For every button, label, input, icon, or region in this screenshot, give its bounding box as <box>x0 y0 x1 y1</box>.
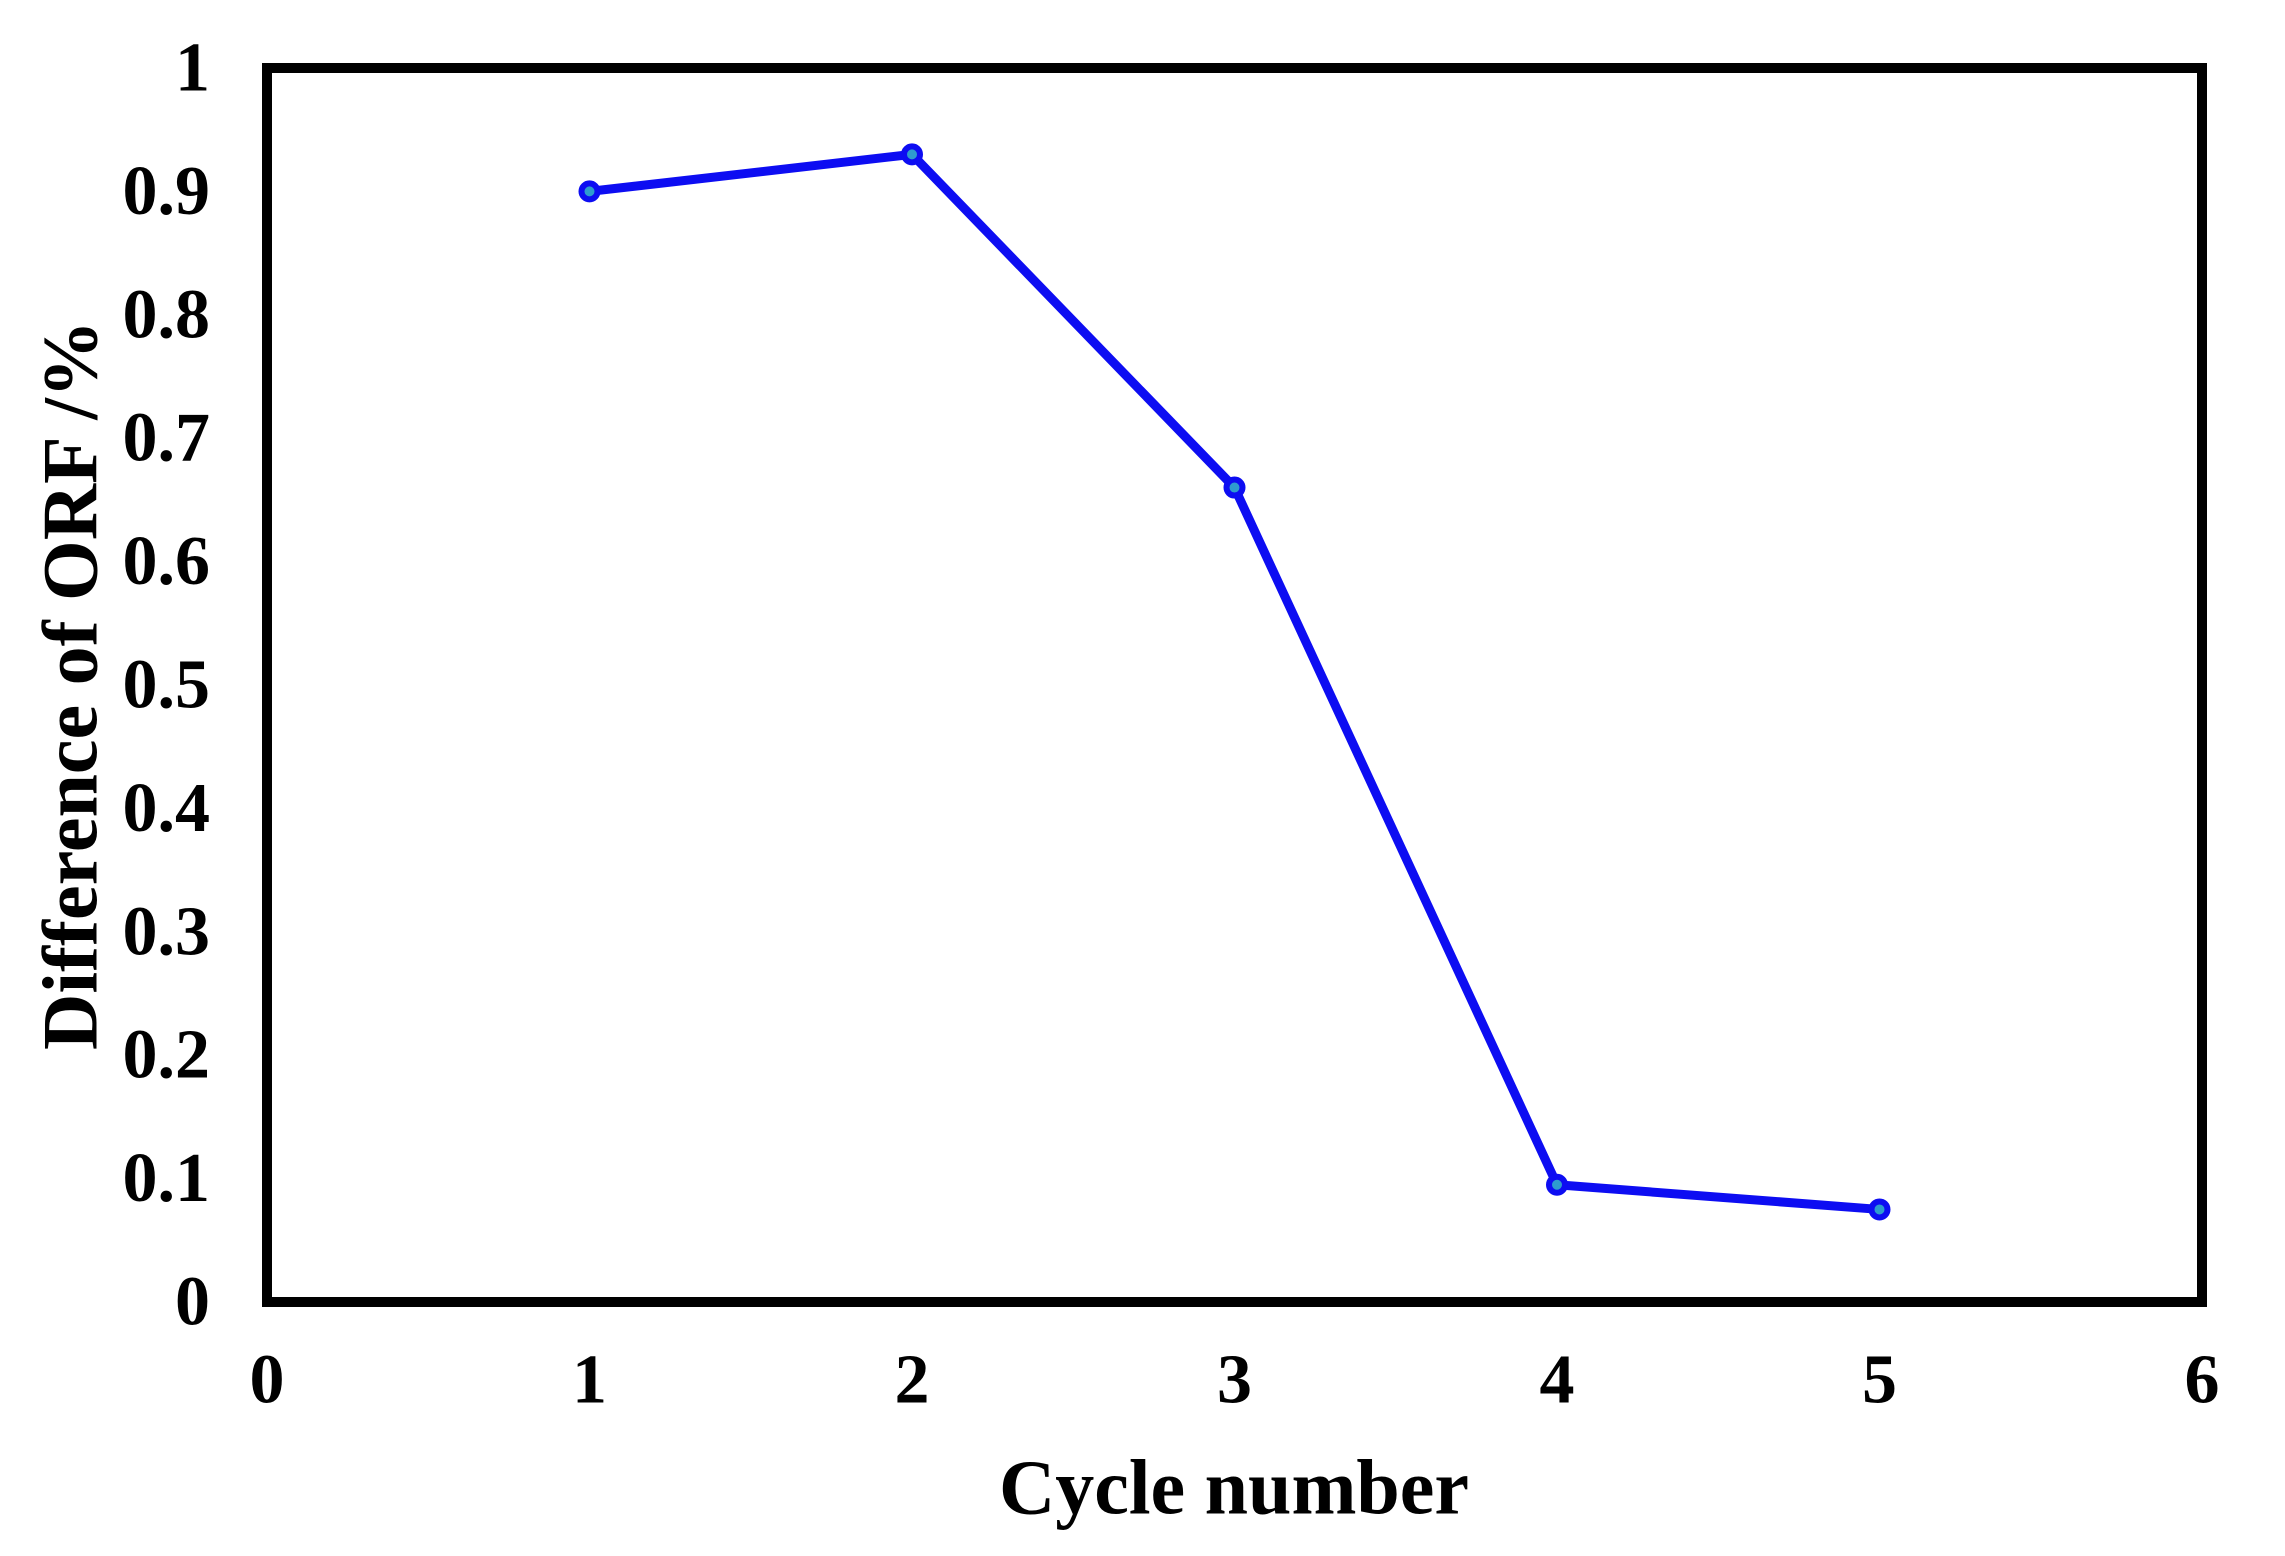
plot-area-border <box>262 63 2207 1307</box>
y-tick-label: 0.7 <box>123 400 211 477</box>
x-tick-label: 6 <box>2185 1342 2220 1419</box>
y-tick-label: 0 <box>175 1264 210 1341</box>
data-point-marker <box>1868 1198 1891 1221</box>
y-tick-label: 1 <box>175 30 210 107</box>
data-point-marker <box>1546 1173 1568 1196</box>
y-axis-tick-labels: 1 0.9 0.8 0.7 0.6 0.5 0.4 0.3 0.2 0.1 0 <box>123 30 211 1341</box>
y-tick-label: 0.8 <box>123 276 211 353</box>
y-tick-label: 0.2 <box>123 1017 211 1094</box>
y-tick-label: 0.3 <box>123 893 211 970</box>
x-tick-label: 1 <box>572 1342 607 1419</box>
data-point-marker <box>901 143 923 166</box>
y-tick-label: 0.6 <box>123 523 211 600</box>
y-tick-label: 0.5 <box>123 647 211 724</box>
x-tick-label: 5 <box>1862 1342 1897 1419</box>
y-tick-label: 0.1 <box>123 1140 211 1217</box>
y-tick-label: 0.4 <box>123 770 211 847</box>
data-point-marker <box>1223 476 1246 499</box>
x-tick-label: 4 <box>1540 1342 1575 1419</box>
x-axis-title: Cycle number <box>999 1444 1469 1531</box>
x-axis-tick-labels: 0 1 2 3 4 5 6 <box>250 1342 2220 1419</box>
data-point-marker <box>578 180 601 203</box>
data-line <box>585 149 1884 1214</box>
y-axis-title: Difference of ORF /% <box>27 320 114 1050</box>
x-tick-label: 3 <box>1217 1342 1252 1419</box>
y-tick-label: 0.9 <box>123 153 211 230</box>
data-point-markers <box>578 143 1891 1221</box>
x-tick-label: 2 <box>895 1342 930 1419</box>
x-tick-label: 0 <box>250 1342 285 1419</box>
